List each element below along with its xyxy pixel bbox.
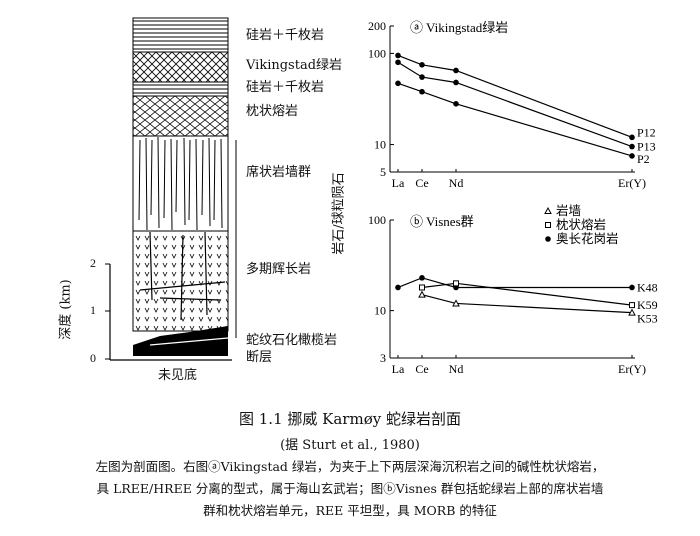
x-tick-label-0-2: Nd <box>449 176 464 190</box>
layer-label-serpentinite: 蛇纹石化橄榄岩 <box>246 333 338 348</box>
point-1-0-0 <box>395 284 401 291</box>
point-0-2-0 <box>395 80 401 87</box>
legend-label-1: 枕状熔岩 <box>556 217 606 232</box>
point-1-1-0 <box>419 284 425 291</box>
y-tick-label-0-0: 200 <box>368 19 386 33</box>
x-tick-label-1-3: Er(Y) <box>618 362 646 376</box>
layer-sheeted-dykes <box>132 135 229 232</box>
layer-label-chert-upper: 硅岩＋千枚岩 <box>246 28 325 43</box>
x-tick-label-0-1: Ce <box>415 176 428 190</box>
point-1-2-1 <box>452 299 460 307</box>
point-1-1-1 <box>453 280 459 287</box>
x-tick-label-0-0: La <box>392 176 405 190</box>
point-1-0-1 <box>419 275 425 281</box>
y-tick-label-0-1: 100 <box>368 46 386 60</box>
point-1-2-2 <box>628 308 636 316</box>
layer-chert-phyllite-lower <box>132 81 229 97</box>
figure-source: (据 Sturt et al., 1980) <box>280 438 420 453</box>
series-label-0-1: P13 <box>637 140 656 154</box>
layer-label-dykes: 席状岩墙群 <box>246 165 312 180</box>
layer-label-fault: 断层 <box>246 350 273 365</box>
series-label-1-0: K48 <box>637 280 658 294</box>
depth-tick-0: 0 <box>90 351 96 365</box>
point-1-0-3 <box>629 284 635 291</box>
layer-label-chert-lower: 硅岩＋千枚岩 <box>246 80 325 95</box>
series-line-0-1 <box>397 61 633 148</box>
point-0-0-2 <box>453 67 459 74</box>
chart-title-1: ⓑ Visnes群 <box>410 214 474 229</box>
y-tick-label-1-2: 3 <box>380 351 386 365</box>
x-tick-label-1-1: Ce <box>415 362 428 376</box>
layer-gabbro <box>132 230 229 332</box>
ree-charts: 200 100 10 5 La Ce Nd Er(Y) ⓐ Vikingstad绿岩 P12P13… <box>368 19 658 376</box>
layer-serpentinite <box>133 326 228 356</box>
x-tick-label-0-3: Er(Y) <box>618 176 646 190</box>
gabbro-dykes <box>139 231 226 321</box>
figure-title: 图 1.1 挪威 Karmøy 蛇绿岩剖面 <box>239 410 461 428</box>
x-tick-label-1-0: La <box>392 362 405 376</box>
caption-line-3: 群和枕状熔岩单元，REE 平坦型，具 MORB 的特征 <box>203 503 497 518</box>
point-0-1-2 <box>453 79 459 86</box>
shared-ylabel: 岩石/球粒陨石 <box>331 172 347 255</box>
layer-label-vikingstad: Vikingstad绿岩 <box>246 58 343 73</box>
layer-chert-phyllite-upper <box>132 17 229 53</box>
series-label-1-1: K59 <box>637 298 658 312</box>
point-0-1-3 <box>629 143 635 150</box>
caption-line-1: 左图为剖面图。右图ⓐVikingstad 绿岩，为夹于上下两层深海沉积岩之间的碱… <box>95 459 605 474</box>
series-label-1-2: K53 <box>637 312 658 326</box>
series-label-0-2: P2 <box>637 152 650 166</box>
fault-line <box>149 337 229 346</box>
point-1-2-0 <box>418 290 426 298</box>
y-tick-label-1-0: 100 <box>368 213 386 227</box>
legend-label-2: 奥长花岗岩 <box>556 231 619 246</box>
point-0-1-1 <box>419 74 425 80</box>
point-0-1-0 <box>395 59 401 66</box>
series-line-1-2 <box>421 294 633 314</box>
x-tick-label-1-2: Nd <box>449 362 464 376</box>
ophiolite-column <box>105 17 237 361</box>
layer-label-gabbro: 多期辉长岩 <box>246 262 312 277</box>
point-0-0-0 <box>395 52 401 59</box>
series-line-1-0 <box>397 277 632 289</box>
legend-marker-2 <box>545 236 551 242</box>
y-tick-label-0-2: 10 <box>374 138 386 152</box>
point-0-2-2 <box>453 101 459 107</box>
column-bottom-label: 未见底 <box>158 368 198 383</box>
layer-vikingstad <box>132 51 229 83</box>
depth-tick-2: 2 <box>90 256 96 270</box>
point-0-0-3 <box>629 134 635 141</box>
point-0-2-3 <box>629 153 635 159</box>
y-tick-label-0-3: 5 <box>380 165 386 179</box>
depth-tick-1: 1 <box>90 303 96 317</box>
dyke-lines <box>138 136 223 231</box>
legend-marker-0 <box>544 206 552 214</box>
y-tick-label-1-1: 10 <box>374 304 386 318</box>
layer-label-pillow: 枕状熔岩 <box>246 104 299 119</box>
depth-axis-label: 深度 (km) <box>58 279 74 340</box>
point-1-1-2 <box>629 302 635 309</box>
series-label-0-0: P12 <box>637 125 656 139</box>
caption-line-2: 具 LREE/HREE 分离的型式，属于海山玄武岩；图ⓑVisnes 群包括蛇绿… <box>96 481 604 496</box>
legend-label-0: 岩墙 <box>556 203 581 218</box>
layer-pillow-lava <box>132 95 229 137</box>
point-0-0-1 <box>419 62 425 68</box>
series-line-0-0 <box>397 54 633 138</box>
series-line-0-2 <box>397 82 633 157</box>
point-0-2-1 <box>419 88 425 95</box>
chart-title-0: ⓐ Vikingstad绿岩 <box>410 20 508 35</box>
legend-marker-1 <box>545 222 551 228</box>
